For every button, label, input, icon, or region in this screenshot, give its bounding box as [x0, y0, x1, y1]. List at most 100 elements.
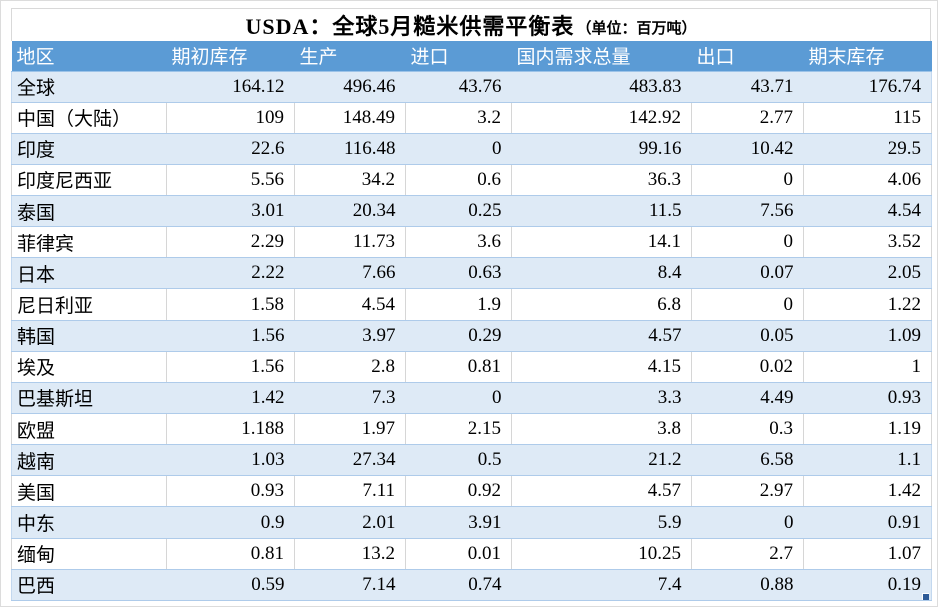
value-cell[interactable]: 5.9 — [511, 506, 692, 539]
value-cell[interactable]: 36.3 — [511, 164, 692, 197]
value-cell[interactable]: 3.6 — [405, 226, 512, 259]
value-cell[interactable]: 0.88 — [691, 569, 804, 601]
value-cell[interactable]: 27.34 — [294, 444, 406, 477]
value-cell[interactable]: 4.54 — [803, 195, 932, 228]
value-cell[interactable]: 43.71 — [691, 71, 804, 103]
column-header[interactable]: 生产 — [294, 41, 406, 72]
value-cell[interactable]: 2.22 — [166, 257, 295, 290]
region-cell[interactable]: 印度尼西亚 — [11, 164, 167, 197]
value-cell[interactable]: 148.49 — [294, 102, 406, 134]
value-cell[interactable]: 0.02 — [691, 351, 804, 383]
region-cell[interactable]: 中东 — [11, 506, 167, 539]
value-cell[interactable]: 1.97 — [294, 413, 406, 446]
value-cell[interactable]: 1.09 — [803, 320, 932, 352]
value-cell[interactable]: 4.49 — [691, 382, 804, 415]
value-cell[interactable]: 164.12 — [166, 71, 295, 103]
value-cell[interactable]: 0.59 — [166, 569, 295, 601]
value-cell[interactable]: 0.25 — [405, 195, 512, 228]
column-header[interactable]: 国内需求总量 — [511, 41, 692, 72]
value-cell[interactable]: 1.42 — [166, 382, 295, 415]
column-header[interactable]: 期初库存 — [166, 41, 295, 72]
value-cell[interactable]: 3.91 — [405, 506, 512, 539]
region-cell[interactable]: 全球 — [11, 71, 167, 103]
value-cell[interactable]: 10.42 — [691, 133, 804, 165]
value-cell[interactable]: 0 — [691, 164, 804, 197]
value-cell[interactable]: 34.2 — [294, 164, 406, 197]
region-cell[interactable]: 缅甸 — [11, 538, 167, 570]
value-cell[interactable]: 7.14 — [294, 569, 406, 601]
value-cell[interactable]: 2.77 — [691, 102, 804, 134]
value-cell[interactable]: 109 — [166, 102, 295, 134]
value-cell[interactable]: 20.34 — [294, 195, 406, 228]
value-cell[interactable]: 116.48 — [294, 133, 406, 165]
value-cell[interactable]: 483.83 — [511, 71, 692, 103]
value-cell[interactable]: 3.2 — [405, 102, 512, 134]
region-cell[interactable]: 巴基斯坦 — [11, 382, 167, 415]
value-cell[interactable]: 4.54 — [294, 288, 406, 321]
region-cell[interactable]: 中国（大陆） — [11, 102, 167, 134]
value-cell[interactable]: 0.63 — [405, 257, 512, 290]
value-cell[interactable]: 22.6 — [166, 133, 295, 165]
value-cell[interactable]: 0.91 — [803, 506, 932, 539]
value-cell[interactable]: 0 — [405, 382, 512, 415]
value-cell[interactable]: 496.46 — [294, 71, 406, 103]
value-cell[interactable]: 2.97 — [691, 475, 804, 508]
region-cell[interactable]: 韩国 — [11, 320, 167, 352]
value-cell[interactable]: 7.66 — [294, 257, 406, 290]
column-header[interactable]: 出口 — [691, 41, 804, 72]
value-cell[interactable]: 0.19 — [803, 569, 932, 601]
value-cell[interactable]: 0.05 — [691, 320, 804, 352]
value-cell[interactable]: 1.1 — [803, 444, 932, 477]
value-cell[interactable]: 0.92 — [405, 475, 512, 508]
value-cell[interactable]: 0 — [691, 506, 804, 539]
value-cell[interactable]: 99.16 — [511, 133, 692, 165]
value-cell[interactable]: 4.57 — [511, 475, 692, 508]
region-cell[interactable]: 菲律宾 — [11, 226, 167, 259]
value-cell[interactable]: 10.25 — [511, 538, 692, 570]
value-cell[interactable]: 7.56 — [691, 195, 804, 228]
column-header[interactable]: 进口 — [405, 41, 512, 72]
value-cell[interactable]: 1 — [803, 351, 932, 383]
value-cell[interactable]: 2.01 — [294, 506, 406, 539]
value-cell[interactable]: 1.42 — [803, 475, 932, 508]
value-cell[interactable]: 7.11 — [294, 475, 406, 508]
value-cell[interactable]: 115 — [803, 102, 932, 134]
value-cell[interactable]: 3.01 — [166, 195, 295, 228]
column-header[interactable]: 地区 — [11, 41, 167, 72]
value-cell[interactable]: 43.76 — [405, 71, 512, 103]
value-cell[interactable]: 2.05 — [803, 257, 932, 290]
value-cell[interactable]: 0.93 — [803, 382, 932, 415]
value-cell[interactable]: 1.56 — [166, 351, 295, 383]
value-cell[interactable]: 21.2 — [511, 444, 692, 477]
value-cell[interactable]: 11.73 — [294, 226, 406, 259]
value-cell[interactable]: 1.19 — [803, 413, 932, 446]
column-header[interactable]: 期末库存 — [803, 41, 932, 72]
value-cell[interactable]: 2.8 — [294, 351, 406, 383]
value-cell[interactable]: 11.5 — [511, 195, 692, 228]
value-cell[interactable]: 3.8 — [511, 413, 692, 446]
region-cell[interactable]: 日本 — [11, 257, 167, 290]
value-cell[interactable]: 142.92 — [511, 102, 692, 134]
value-cell[interactable]: 1.188 — [166, 413, 295, 446]
value-cell[interactable]: 0.81 — [166, 538, 295, 570]
value-cell[interactable]: 13.2 — [294, 538, 406, 570]
value-cell[interactable]: 2.7 — [691, 538, 804, 570]
value-cell[interactable]: 6.8 — [511, 288, 692, 321]
value-cell[interactable]: 1.58 — [166, 288, 295, 321]
value-cell[interactable]: 0.93 — [166, 475, 295, 508]
region-cell[interactable]: 欧盟 — [11, 413, 167, 446]
value-cell[interactable]: 0.01 — [405, 538, 512, 570]
value-cell[interactable]: 0 — [691, 226, 804, 259]
region-cell[interactable]: 泰国 — [11, 195, 167, 228]
value-cell[interactable]: 2.15 — [405, 413, 512, 446]
value-cell[interactable]: 4.57 — [511, 320, 692, 352]
value-cell[interactable]: 0 — [691, 288, 804, 321]
value-cell[interactable]: 4.15 — [511, 351, 692, 383]
value-cell[interactable]: 5.56 — [166, 164, 295, 197]
value-cell[interactable]: 0.07 — [691, 257, 804, 290]
value-cell[interactable]: 7.3 — [294, 382, 406, 415]
value-cell[interactable]: 0.81 — [405, 351, 512, 383]
region-cell[interactable]: 埃及 — [11, 351, 167, 383]
value-cell[interactable]: 7.4 — [511, 569, 692, 601]
value-cell[interactable]: 0.74 — [405, 569, 512, 601]
